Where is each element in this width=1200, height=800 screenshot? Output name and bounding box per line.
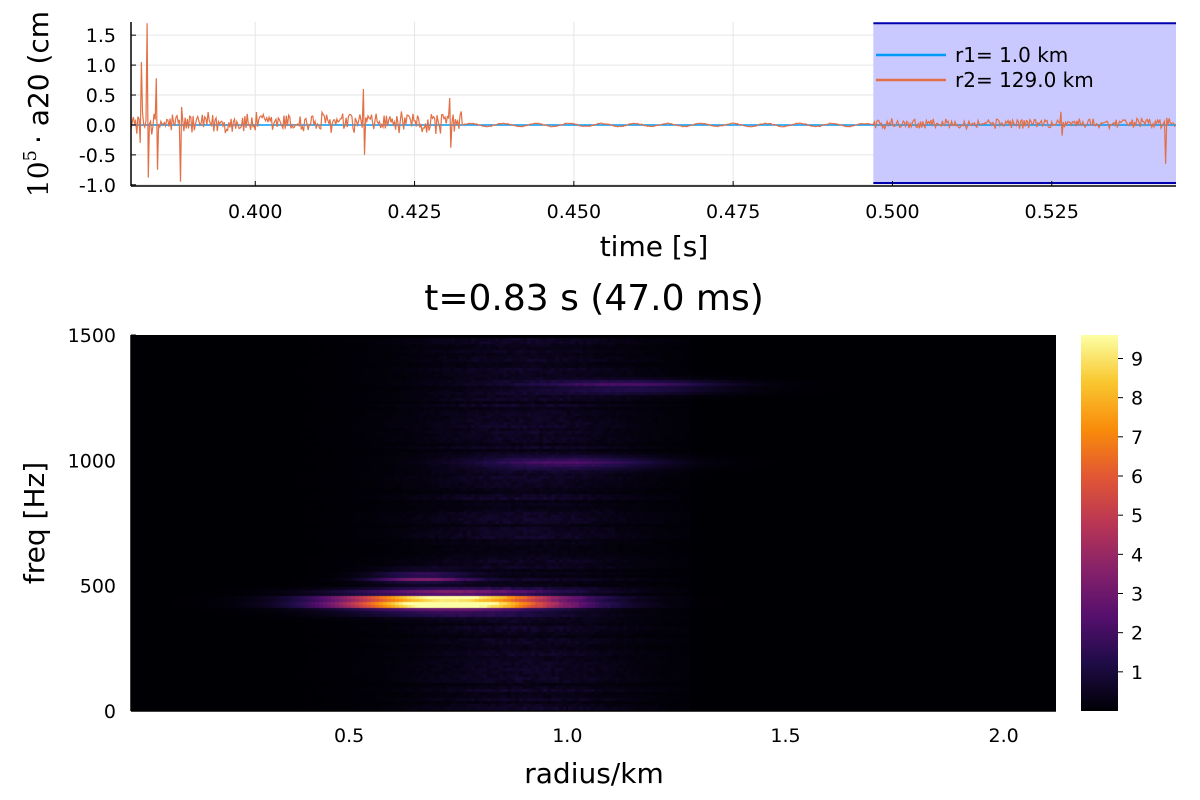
colorbar: [1081, 335, 1118, 711]
y-label-exponent: 5: [20, 150, 41, 161]
svg-text:105· a20 (cm: 105 · a20 (cm: [20, 11, 55, 197]
colorbar-tick-label: 7: [1131, 427, 1143, 449]
colorbar-tick-label: 8: [1131, 388, 1143, 410]
series-r2-line: [130, 23, 1176, 182]
timeseries-y-ticks: -1.0 -0.5 0.0 0.5 1.0 1.5: [79, 25, 136, 197]
spectrogram-x-ticks: 0.5 1.0 1.5 2.0: [334, 706, 1019, 747]
spectrogram-y-ticks: 0 500 1000 1500: [68, 325, 136, 723]
y-tick-label: 0.0: [86, 115, 116, 137]
timeseries-x-ticks: 0.400 0.425 0.450 0.475 0.500 0.525: [228, 181, 1079, 223]
y-tick-label: 1.0: [86, 55, 116, 77]
colorbar-tick-label: 6: [1131, 466, 1143, 488]
y-tick-label: -0.5: [79, 145, 116, 167]
colorbar-tick-label: 9: [1131, 349, 1143, 371]
colorbar-tick-label: 3: [1131, 584, 1143, 606]
y-tick-label: 0.5: [86, 85, 116, 107]
x-tick-label: 0.425: [387, 201, 441, 223]
x-tick-label: 1.5: [770, 725, 800, 747]
y-tick-label: 1.5: [86, 25, 116, 47]
x-tick-label: 1.0: [552, 725, 582, 747]
y-tick-label: 1000: [68, 450, 116, 472]
legend-label-r2: r2= 129.0 km: [955, 68, 1094, 92]
y-label-rest: · a20 (cm: [22, 11, 55, 144]
colorbar-ticks: 1 2 3 4 5 6 7 8 9: [1118, 349, 1143, 684]
x-tick-label: 0.500: [865, 201, 919, 223]
colorbar-tick-label: 5: [1131, 505, 1143, 527]
x-tick-label: 0.400: [228, 201, 282, 223]
spectrogram-y-label: freq [Hz]: [18, 462, 51, 584]
colorbar-tick-label: 2: [1131, 623, 1143, 645]
colorbar-tick-label: 1: [1131, 662, 1143, 684]
timeseries-panel: 0.400 0.425 0.450 0.475 0.500 0.525 -1.0 -0.5 0…: [20, 11, 1176, 263]
x-tick-label: 0.450: [547, 201, 601, 223]
y-tick-label: 1500: [68, 325, 116, 347]
spectrogram-panel: t=0.83 s (47.0 ms) 0.5 1.0 1.5 2.0 0 500 1000…: [18, 278, 1143, 790]
x-tick-label: 0.475: [706, 201, 760, 223]
spectrogram-x-label: radius/km: [524, 757, 663, 790]
x-tick-label: 0.525: [1025, 201, 1079, 223]
timeseries-x-label: time [s]: [600, 230, 709, 263]
y-tick-label: 500: [80, 576, 116, 598]
timeseries-series: [130, 23, 1176, 182]
highlight-window-fill: [873, 23, 1176, 184]
timeseries-legend: r1= 1.0 km r2= 129.0 km: [876, 43, 1094, 92]
spectrogram-canvas-wrapper: [131, 335, 1056, 711]
y-tick-label: 0: [104, 701, 116, 723]
colorbar-tick-label: 4: [1131, 544, 1143, 566]
x-tick-label: 2.0: [989, 725, 1019, 747]
y-tick-label: -1.0: [79, 175, 116, 197]
highlight-window: [873, 22, 1176, 185]
spectrogram-title: t=0.83 s (47.0 ms): [424, 278, 764, 319]
spectrogram-heatmap: [131, 335, 1056, 711]
legend-label-r1: r1= 1.0 km: [955, 43, 1068, 67]
x-tick-label: 0.5: [334, 725, 364, 747]
y-label-base: 10: [22, 161, 55, 197]
colorbar-wrapper: [1081, 335, 1118, 711]
timeseries-y-label: 105 · a20 (cm: [20, 11, 55, 197]
